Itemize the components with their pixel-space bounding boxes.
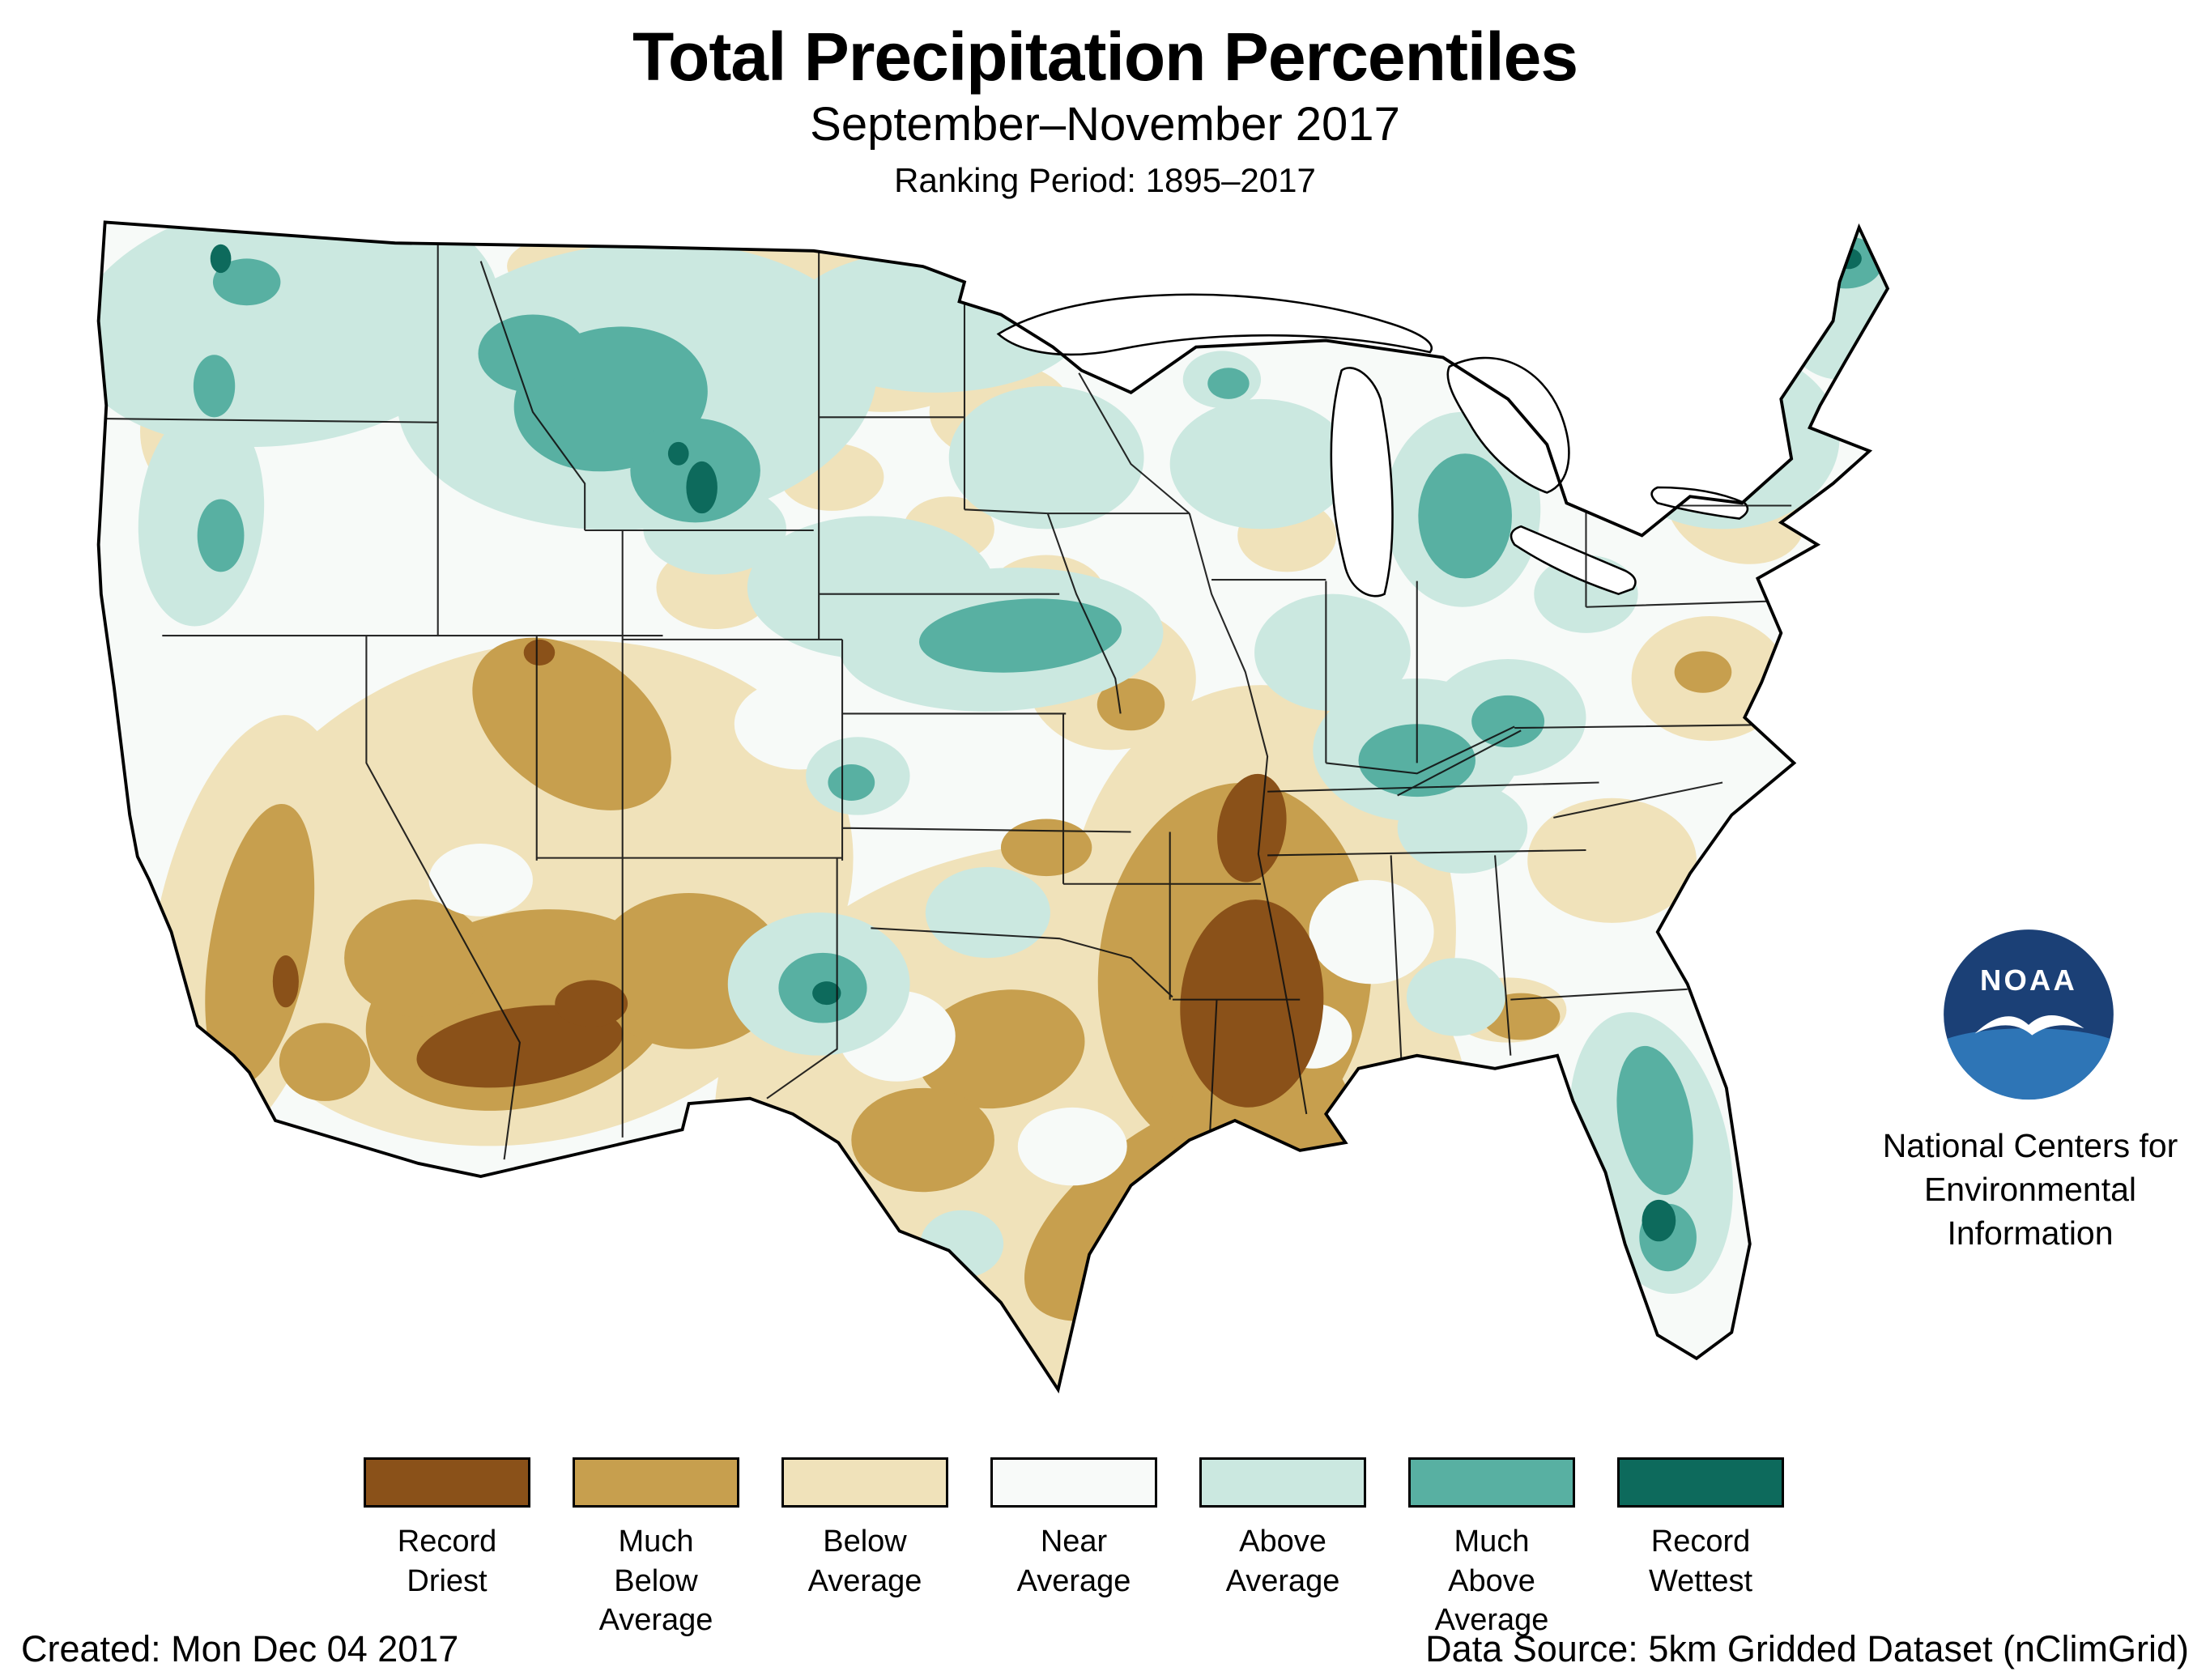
precipitation-map [96, 220, 1890, 1394]
map-region-much_above [193, 355, 236, 418]
lake-ontario [1650, 486, 1749, 520]
map-region-record_driest [1180, 900, 1324, 1108]
map-region-much_above [1616, 1045, 1693, 1196]
legend-label: Above Average [1225, 1525, 1340, 1598]
map-region-above [1254, 593, 1411, 712]
map-region-record_driest [523, 639, 556, 666]
map-region-much_above [1471, 695, 1545, 748]
map-region-record_wettest [1642, 1199, 1676, 1242]
lake-erie [1510, 525, 1637, 596]
legend-label: Much Below Average [598, 1525, 713, 1638]
map-region-much_above [478, 314, 588, 393]
map-region-below [1787, 606, 1853, 659]
noaa-logo: NOAA [1942, 928, 2115, 1101]
map-region-near [428, 843, 533, 917]
map-region-above [1406, 958, 1505, 1036]
legend-label: Near Average [1016, 1525, 1131, 1598]
map-region-above [98, 222, 500, 447]
map-region-near [1017, 1107, 1127, 1186]
page-title: Total Precipitation Percentiles [632, 19, 1578, 95]
map-region-much_below [205, 803, 315, 1087]
legend-swatch [990, 1457, 1157, 1508]
map-region-above [1774, 223, 1888, 380]
legend-item: Record Driest [364, 1457, 530, 1640]
lake-huron [1446, 356, 1570, 494]
map-region-much_below [344, 900, 488, 1017]
legend-swatch [364, 1457, 530, 1508]
legend-swatch [781, 1457, 948, 1508]
map-region-above [1169, 398, 1352, 530]
legend-item: Below Average [781, 1457, 948, 1640]
map-region-record_driest [555, 980, 628, 1027]
map-region-record_wettest [667, 441, 689, 466]
map-region-much_above [212, 258, 281, 306]
map-header: Total Precipitation Percentiles Septembe… [0, 21, 2210, 200]
map-region-much_below [851, 1087, 994, 1193]
created-date: Created: Mon Dec 04 2017 [21, 1628, 459, 1669]
legend-item: Above Average [1199, 1457, 1366, 1640]
legend-item: Record Wettest [1617, 1457, 1784, 1640]
map-region-much_below [1000, 819, 1092, 877]
ranking-period: Ranking Period: 1895–2017 [894, 161, 1316, 200]
legend-item: Much Below Average [573, 1457, 739, 1640]
legend-swatch [1617, 1457, 1784, 1508]
map-region-much_above [828, 764, 875, 801]
map-region-much_below [472, 637, 671, 810]
map-region-much_below [1096, 678, 1165, 731]
legend-swatch [1199, 1457, 1366, 1508]
map-region-record_wettest [812, 981, 841, 1006]
map-region-much_above [197, 499, 245, 572]
map-region-much_below [1792, 617, 1827, 644]
great-lakes [996, 293, 1749, 598]
map-region-near [1309, 879, 1434, 985]
legend-label: Below Average [807, 1525, 922, 1598]
lake-superior [996, 293, 1433, 356]
map-region-much_below [279, 1023, 371, 1101]
map-region-record_wettest [686, 461, 718, 514]
legend-label: Record Wettest [1648, 1525, 1753, 1598]
map-region-above [948, 385, 1144, 530]
noaa-logo-horizon [1947, 1028, 2110, 1100]
legend-item: Much Above Average [1408, 1457, 1575, 1640]
legend-label: Much Above Average [1434, 1525, 1549, 1638]
org-name: National Centers for Environmental Infor… [1882, 1127, 2178, 1253]
map-region-record_driest [272, 955, 299, 1008]
map-region-record_wettest [210, 244, 232, 274]
legend-label: Record Driest [397, 1525, 497, 1598]
map-region-above [925, 866, 1050, 959]
us-outline [96, 220, 1890, 1394]
noaa-logo-text: NOAA [1980, 963, 2077, 997]
map-region-much_above [1418, 453, 1512, 579]
map-region-much_below [917, 989, 1085, 1109]
state-borders [98, 222, 1827, 1160]
legend: Record Driest Much Below Average Below Ave… [364, 1457, 1784, 1640]
map-region-much_above [919, 598, 1122, 673]
legend-item: Near Average [990, 1457, 1157, 1640]
legend-swatch [1408, 1457, 1575, 1508]
legend-swatch [573, 1457, 739, 1508]
us-map-container [91, 204, 1937, 1400]
map-region-much_below [1674, 651, 1732, 693]
noaa-seagull-icon [1974, 1014, 2084, 1036]
lake-michigan [1330, 367, 1394, 598]
data-source: Data Source: 5km Gridded Dataset (nClimG… [1425, 1628, 2189, 1669]
map-region-below [1527, 797, 1697, 923]
page-subtitle: September–November 2017 [810, 98, 1400, 151]
map-region-much_above [1207, 368, 1250, 399]
